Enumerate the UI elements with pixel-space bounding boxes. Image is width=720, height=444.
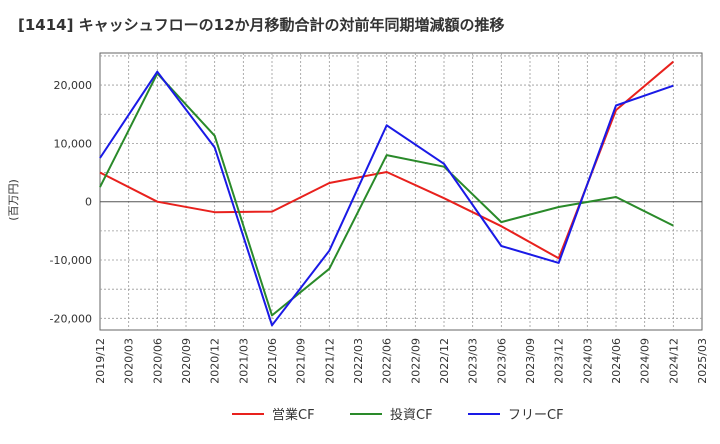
x-tick-label: 2022/06 — [381, 338, 394, 384]
legend: 営業CF 投資CF フリーCF — [232, 407, 564, 423]
x-tick-label: 2023/09 — [524, 338, 537, 384]
x-tick-label: 2022/12 — [438, 338, 451, 384]
x-tick-label: 2024/03 — [581, 338, 594, 384]
x-tick-label: 2020/06 — [151, 338, 164, 384]
x-tick-label: 2023/12 — [553, 338, 566, 384]
y-tick-label: -20,000 — [50, 312, 92, 325]
axis-layer: -20,000 -10,000 0 10,000 20,000 2019/12 2020/0… — [50, 79, 709, 384]
series-line-3 — [99, 70, 674, 327]
plot-frame — [99, 52, 703, 331]
series-layer — [99, 60, 674, 327]
x-tick-label: 2022/09 — [409, 338, 422, 384]
y-tick-label: -10,000 — [50, 254, 92, 267]
legend-label: フリーCF — [508, 408, 564, 423]
x-tick-label: 2024/06 — [610, 338, 623, 384]
x-tick-label: 2021/06 — [266, 338, 279, 384]
legend-label: 投資CF — [390, 407, 433, 423]
y-tick-label: 10,000 — [54, 137, 93, 150]
grid-layer — [99, 52, 703, 331]
x-tick-label: 2021/12 — [323, 338, 336, 384]
x-tick-label: 2020/12 — [209, 338, 222, 384]
x-tick-label: 2023/03 — [467, 338, 480, 384]
x-tick-label: 2024/12 — [667, 338, 680, 384]
x-tick-label: 2019/12 — [94, 338, 107, 384]
x-tick-label: 2024/09 — [639, 338, 652, 384]
x-tick-label: 2020/09 — [180, 338, 193, 384]
chart-title: [1414] キャッシュフローの12か月移動合計の対前年同期増減額の推移 — [18, 16, 505, 34]
series-line-2 — [99, 72, 674, 317]
x-tick-label: 2022/03 — [352, 338, 365, 384]
series-line-1 — [99, 60, 674, 260]
y-tick-label: 20,000 — [54, 79, 93, 92]
x-tick-label: 2025/03 — [696, 338, 709, 384]
legend-label: 営業CF — [272, 407, 315, 423]
y-axis-label: (百万円) — [7, 179, 20, 221]
x-tick-label: 2021/09 — [295, 338, 308, 384]
y-tick-label: 0 — [85, 196, 92, 209]
x-tick-label: 2023/06 — [495, 338, 508, 384]
x-tick-label: 2020/03 — [123, 338, 136, 384]
x-tick-label: 2021/03 — [237, 338, 250, 384]
